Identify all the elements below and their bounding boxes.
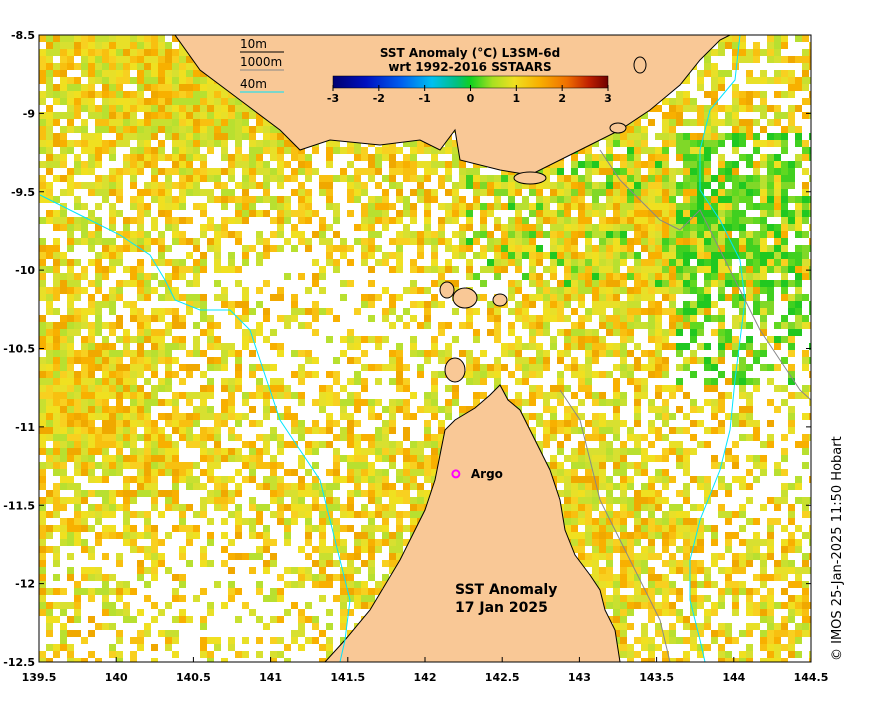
x-tick-label: 139.5 — [22, 671, 57, 684]
argo-float-icon[interactable] — [451, 469, 461, 479]
y-tick-label: -8.5 — [11, 29, 35, 42]
colorbar-ticks: -3 -2 -1 0 1 2 3 — [327, 85, 612, 105]
x-tick-label: 141.5 — [330, 671, 365, 684]
y-tick-label: -11.5 — [3, 499, 35, 512]
contour-1000m-coast — [559, 389, 671, 662]
land-new-guinea — [174, 35, 731, 176]
island-torres-4 — [492, 293, 508, 307]
y-tick-label: -12 — [15, 578, 35, 591]
contour-1000m — [599, 149, 811, 401]
x-tick-label: 140 — [105, 671, 128, 684]
island-new-guinea-2 — [609, 122, 627, 134]
depth-key-label-10m: 10m — [240, 37, 267, 51]
island-new-guinea-1 — [513, 171, 547, 185]
argo-marker[interactable]: Argo — [451, 467, 503, 481]
legend-title-line1: SST Anomaly (°C) L3SM-6d — [380, 46, 560, 60]
map-title: SST Anomaly 17 Jan 2025 — [455, 582, 557, 616]
y-tick-label: -10.5 — [3, 343, 35, 356]
colorbar-legend: SST Anomaly (°C) L3SM-6d wrt 1992-2016 S… — [327, 46, 612, 105]
contour-40m — [39, 194, 351, 662]
y-tick-label: -12.5 — [3, 656, 35, 669]
x-tick-label: 141 — [259, 671, 282, 684]
x-tick-label: 143 — [568, 671, 591, 684]
x-tick-label: 142 — [414, 671, 437, 684]
depth-key-label-40m: 40m — [240, 77, 267, 91]
y-axis: -8.5-9-9.5-10-10.5-11-11.5-12-12.5 — [3, 29, 811, 669]
map-title-line2: 17 Jan 2025 — [455, 600, 548, 616]
colorbar-tick-label: -1 — [419, 92, 431, 105]
x-tick-label: 144 — [722, 671, 745, 684]
credit-text: © IMOS 25-Jan-2025 11:50 Hobart — [830, 436, 845, 661]
x-tick-label: 143.5 — [639, 671, 674, 684]
island-torres-2 — [439, 281, 455, 299]
x-tick-label: 144.5 — [794, 671, 829, 684]
depth-key: 10m 1000m 40m — [240, 37, 284, 93]
colorbar-tick-label: 1 — [513, 92, 521, 105]
island-new-guinea-3 — [633, 56, 647, 74]
x-tick-label: 142.5 — [485, 671, 520, 684]
x-tick-label: 140.5 — [176, 671, 211, 684]
y-tick-label: -11 — [15, 421, 35, 434]
colorbar-tick-label: -2 — [373, 92, 385, 105]
colorbar-tick-label: 3 — [604, 92, 612, 105]
contour-40m-east — [689, 35, 746, 662]
map-title-line1: SST Anomaly — [455, 582, 557, 598]
island-torres-1 — [452, 287, 478, 309]
y-tick-label: -9 — [23, 107, 35, 120]
depth-key-label-1000m: 1000m — [240, 55, 282, 69]
colorbar-tick-label: 0 — [467, 92, 475, 105]
land-cape-york — [324, 384, 621, 662]
argo-label: Argo — [471, 467, 503, 481]
y-tick-label: -10 — [15, 264, 35, 277]
colorbar-tick-label: -3 — [327, 92, 339, 105]
colorbar-tick-label: 2 — [558, 92, 566, 105]
legend-title-line2: wrt 1992-2016 SSTAARS — [388, 60, 551, 74]
island-torres-3 — [444, 357, 466, 383]
y-tick-label: -9.5 — [11, 186, 35, 199]
x-axis: 139.5 140 140.5 141 141.5 142 142.5 143 143.5 144… — [22, 657, 829, 684]
